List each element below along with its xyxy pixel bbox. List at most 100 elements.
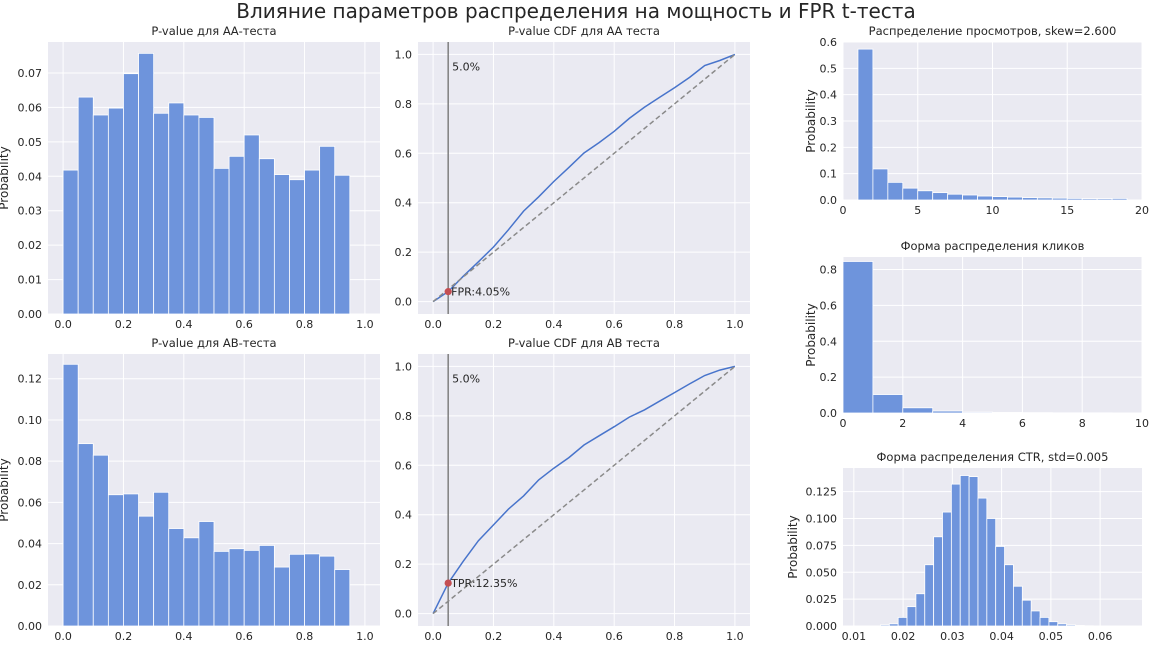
chart-p_ab_hist: 0.0 0.2 0.4 0.6 0.8 1.0 0.00 0.02 0.04 0.06 0.08 0.…	[0, 336, 380, 643]
histogram-bar	[917, 190, 934, 200]
y-tick-label: 0.1	[820, 168, 838, 181]
y-tick-label: 0.8	[395, 98, 413, 111]
x-tick-label: 0.05	[1039, 630, 1064, 643]
histogram-bar	[334, 569, 351, 626]
histogram-bar	[183, 537, 200, 626]
histogram-bar	[992, 412, 1023, 413]
y-tick-label: 0.08	[18, 455, 43, 468]
histogram-bar	[942, 511, 952, 626]
y-tick-label: 0.04	[18, 538, 43, 551]
y-tick-label: 0.0	[820, 194, 838, 207]
x-tick-label: 0.2	[115, 318, 133, 331]
histogram-bar	[138, 515, 155, 626]
y-tick-label: 0.06	[18, 496, 43, 509]
histogram-bar	[153, 112, 170, 314]
histogram-bar	[959, 475, 970, 626]
chart-p_aa_cdf: 0.0 0.2 0.4 0.6 0.8 1.0 0.0 0.2 0.4 0.6 0.8 1.0 P-va…	[395, 24, 750, 331]
y-tick-label: 0.3	[820, 115, 838, 128]
histogram-bar	[977, 195, 993, 200]
histogram-bar	[995, 546, 1005, 626]
plot-area	[843, 257, 1142, 413]
histogram-bar	[872, 168, 889, 200]
y-tick-label: 0.6	[820, 299, 838, 312]
y-tick-label: 0.06	[18, 101, 43, 114]
histogram-bar	[77, 96, 94, 314]
x-tick-label: 0.6	[605, 630, 623, 643]
empirical-cdf-line	[432, 53, 736, 303]
histogram-bar	[77, 443, 94, 626]
histogram-bar	[968, 476, 979, 626]
x-tick-label: 0.0	[54, 318, 72, 331]
x-tick-label: 0.2	[485, 630, 503, 643]
histogram-bar	[213, 167, 230, 314]
histogram-bar	[62, 169, 79, 314]
chart-views_hist: 0 5 10 15 20 0.0 0.1 0.2 0.3 0.4 0.5 0.6 Распределен…	[804, 24, 1149, 217]
histogram-bar	[258, 158, 275, 314]
x-tick-label: 0.01	[842, 630, 867, 643]
x-tick-label: 4	[959, 417, 966, 430]
x-tick-label: 8	[1079, 417, 1086, 430]
y-tick-label: 0.050	[806, 566, 838, 579]
x-tick-label: 5	[914, 204, 921, 217]
histogram-bar	[319, 145, 336, 314]
x-tick-label: 20	[1135, 204, 1149, 217]
y-tick-label: 0.0	[820, 407, 838, 420]
y-tick-label: 0.02	[18, 579, 43, 592]
rate-marker-label: TPR:12.35%	[450, 577, 517, 590]
y-tick-label: 0.03	[18, 205, 43, 218]
x-tick-label: 1.0	[726, 630, 744, 643]
histogram-bar	[168, 102, 185, 314]
y-tick-label: 0.4	[820, 335, 838, 348]
histogram-bar	[107, 494, 124, 626]
y-tick-label: 0.075	[806, 539, 838, 552]
histogram-bar	[872, 394, 904, 413]
histogram-bar	[243, 134, 260, 314]
histogram-bar	[932, 192, 949, 200]
y-tick-label: 0.05	[18, 136, 43, 149]
histogram-bar	[897, 617, 908, 626]
x-tick-label: 0	[840, 417, 847, 430]
y-tick-label: 0.0	[395, 608, 413, 621]
y-tick-label: 0.00	[18, 308, 43, 321]
x-tick-label: 0.0	[424, 630, 442, 643]
histogram-bar	[887, 181, 904, 200]
histogram-bar	[289, 553, 305, 626]
y-tick-label: 0.8	[395, 410, 413, 423]
histogram-bar	[168, 528, 185, 626]
y-tick-label: 1.0	[395, 48, 413, 61]
x-tick-label: 0.6	[605, 318, 623, 331]
histogram-bar	[915, 593, 926, 626]
x-tick-label: 1.0	[356, 318, 374, 331]
chart-title: Распределение просмотров, skew=2.600	[869, 24, 1117, 38]
histogram-bar	[289, 179, 305, 314]
y-tick-label: 0.6	[395, 459, 413, 472]
x-tick-label: 0.4	[545, 318, 563, 331]
histogram-bar	[123, 73, 139, 314]
x-tick-label: 0.6	[235, 318, 253, 331]
y-tick-label: 0.02	[18, 239, 43, 252]
y-tick-label: 0.100	[806, 513, 838, 526]
rate-marker	[444, 288, 452, 296]
y-tick-label: 0.4	[395, 197, 413, 210]
y-tick-label: 0.10	[18, 414, 43, 427]
y-tick-label: 0.04	[18, 170, 43, 183]
histogram-bar	[1066, 198, 1083, 200]
histogram-bar	[902, 407, 934, 413]
y-axis-label: Probability	[804, 303, 818, 366]
histogram-bar	[888, 623, 899, 626]
axes-layer: 0.0 0.2 0.4 0.6 0.8 1.00.000.010.020.030.040.…	[0, 24, 1149, 643]
histogram-bar	[1039, 617, 1050, 626]
y-tick-label: 0.4	[395, 509, 413, 522]
histogram-bar	[933, 536, 943, 626]
y-tick-label: 0.6	[820, 36, 838, 49]
chart-p_ab_cdf: 0.0 0.2 0.4 0.6 0.8 1.0 0.0 0.2 0.4 0.6 0.8 1.0 P-va…	[395, 336, 750, 643]
chart-ctr_hist: 0.01 0.02 0.03 0.04 0.05 0.06 0.000 0.025 0.050 0…	[786, 450, 1142, 643]
x-tick-label: 0.04	[989, 630, 1014, 643]
histogram-bar	[273, 174, 290, 314]
x-tick-label: 0	[840, 204, 847, 217]
histogram-bar	[153, 491, 170, 626]
chart-title: Форма распределения CTR, std=0.005	[877, 450, 1109, 464]
rate-marker	[444, 579, 452, 587]
x-tick-label: 0.06	[1088, 630, 1113, 643]
histogram-bar	[107, 107, 124, 314]
